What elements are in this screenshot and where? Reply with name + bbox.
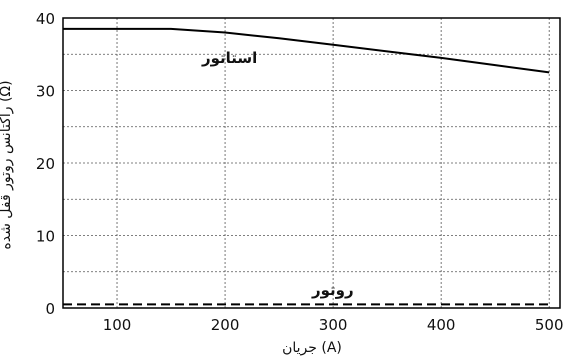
x-tick-label: 400 <box>427 316 456 334</box>
y-tick-label: 30 <box>36 83 55 101</box>
y-tick-label: 0 <box>45 300 55 318</box>
x-tick-label: 100 <box>103 316 132 334</box>
y-tick-label: 20 <box>36 155 55 173</box>
x-axis-label: جریان (A) <box>282 340 342 356</box>
plot-frame <box>62 17 561 309</box>
grid <box>63 17 560 309</box>
tick-labels: 100 200 300 400 500 0 10 20 30 40 <box>36 10 564 334</box>
series-line-stator <box>63 27 550 74</box>
x-tick-label: 300 <box>319 316 348 334</box>
x-tick-label: 200 <box>211 316 240 334</box>
y-axis-label: راکتانس روتور قفل شده (Ω) <box>0 80 14 249</box>
x-tick-label: 500 <box>535 316 564 334</box>
y-tick-label: 10 <box>36 228 55 246</box>
series-layer <box>63 27 550 306</box>
series-label-rotor: روتور <box>311 281 354 299</box>
series-label-stator: استاتور <box>201 49 257 67</box>
y-tick-label: 40 <box>36 10 55 28</box>
